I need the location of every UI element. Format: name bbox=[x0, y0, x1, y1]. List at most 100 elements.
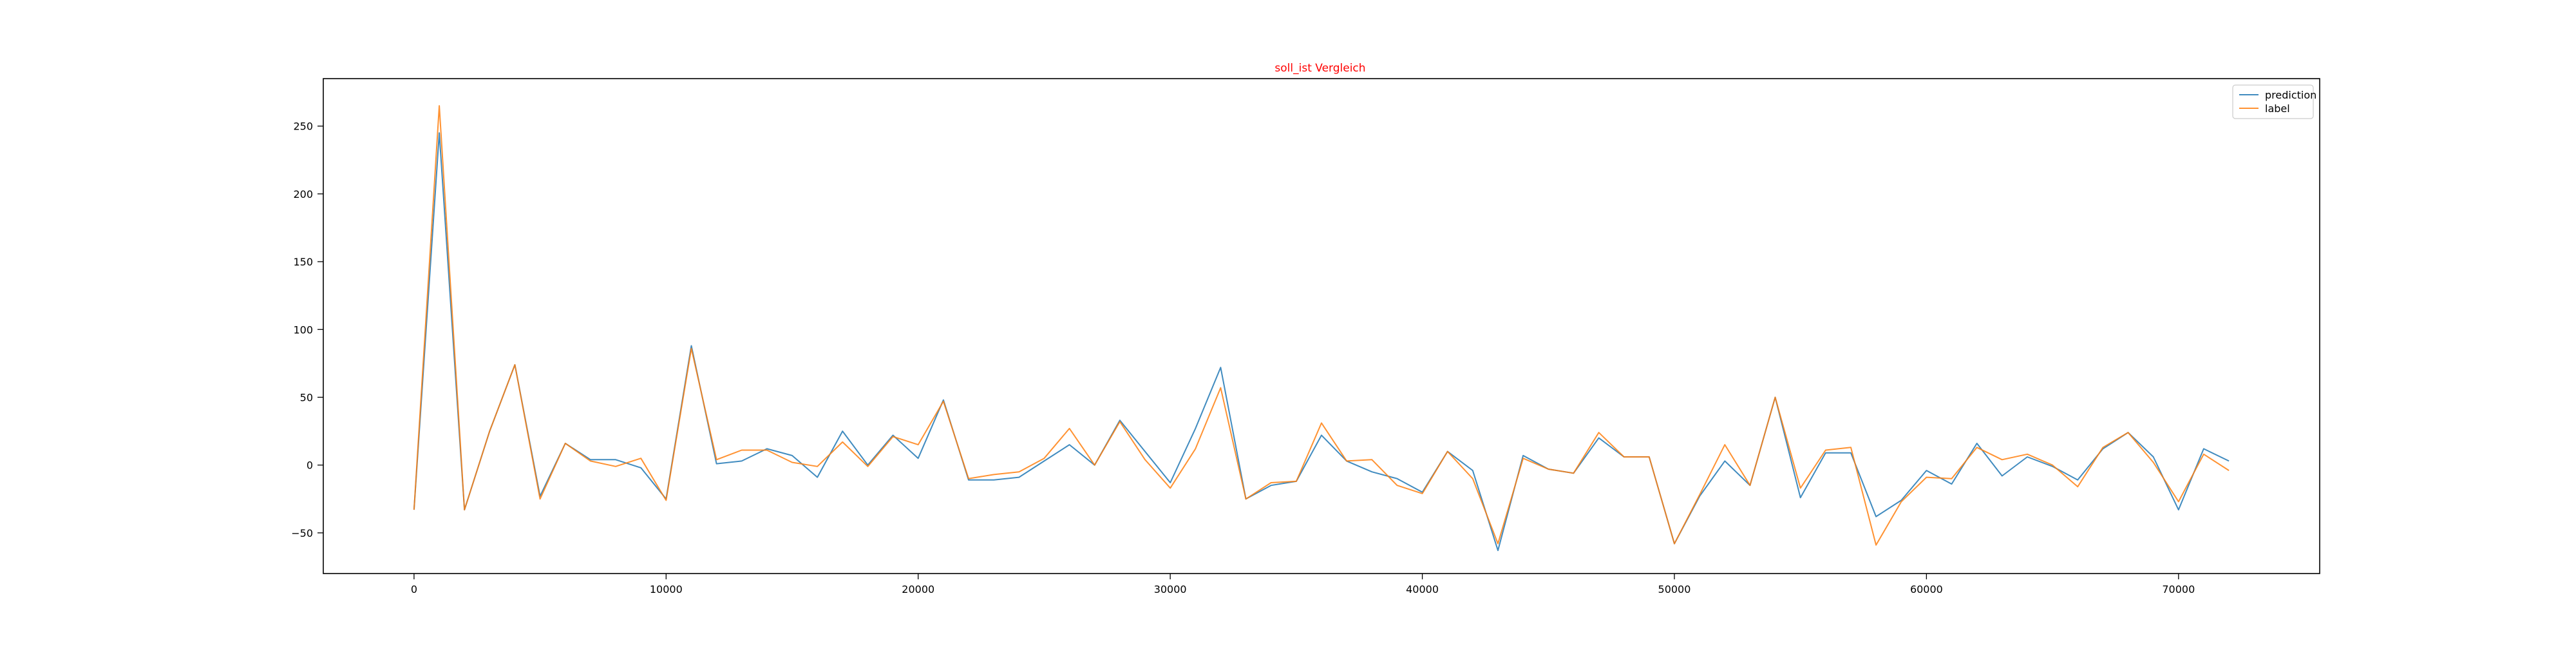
legend-label-prediction: prediction bbox=[2265, 89, 2316, 101]
data-point-label bbox=[463, 508, 466, 512]
legend-box bbox=[2232, 84, 2314, 119]
data-point-label bbox=[1774, 396, 1777, 399]
data-point-label bbox=[2101, 446, 2105, 449]
y-tick-label: 250 bbox=[293, 121, 313, 133]
data-point-prediction bbox=[1068, 443, 1071, 447]
data-point-prediction bbox=[2152, 456, 2155, 459]
data-point-label bbox=[690, 347, 693, 350]
y-tick-label: 100 bbox=[293, 324, 313, 336]
y-axis: −50 0 50 100 150 200 250 bbox=[291, 121, 323, 539]
data-point-label bbox=[1294, 479, 1298, 483]
data-point-label bbox=[1194, 447, 1197, 450]
data-point-label bbox=[513, 363, 516, 366]
series-line-label bbox=[413, 105, 2230, 546]
x-tick-label: 20000 bbox=[902, 583, 934, 595]
data-point-label bbox=[765, 449, 768, 452]
data-point-label bbox=[1622, 456, 1625, 459]
data-point-label bbox=[1672, 542, 1676, 545]
data-point-label bbox=[992, 473, 996, 476]
data-point-prediction bbox=[1925, 469, 1928, 472]
data-point-prediction bbox=[992, 478, 996, 481]
data-point-prediction bbox=[1219, 366, 1222, 369]
data-point-prediction bbox=[2000, 474, 2003, 478]
data-point-prediction bbox=[740, 459, 743, 463]
data-point-label bbox=[1471, 477, 1474, 480]
data-point-prediction bbox=[1370, 470, 1374, 474]
data-point-label bbox=[1572, 472, 1575, 475]
data-point-label bbox=[740, 449, 743, 452]
data-point-label bbox=[665, 499, 668, 502]
data-point-label bbox=[967, 477, 971, 480]
x-tick-label: 60000 bbox=[1910, 583, 1943, 595]
data-point-label bbox=[614, 465, 618, 468]
data-point-label bbox=[589, 459, 592, 463]
data-point-prediction bbox=[639, 466, 643, 469]
data-point-label bbox=[1169, 487, 1172, 490]
data-point-prediction bbox=[1950, 483, 1953, 486]
data-point-label bbox=[564, 442, 567, 445]
data-point-label bbox=[1849, 446, 1852, 449]
data-point-label bbox=[1496, 542, 1499, 545]
data-point-prediction bbox=[1169, 481, 1172, 485]
data-point-label bbox=[791, 461, 794, 464]
data-point-label bbox=[2025, 452, 2029, 456]
data-point-label bbox=[1597, 431, 1600, 434]
data-point-prediction bbox=[841, 430, 844, 433]
data-point-prediction bbox=[1875, 515, 1878, 518]
data-point-label bbox=[1547, 467, 1550, 470]
data-point-label bbox=[715, 458, 718, 461]
data-point-prediction bbox=[2202, 447, 2205, 450]
legend-label-label: label bbox=[2265, 102, 2290, 115]
data-point-label bbox=[1345, 459, 1349, 463]
data-point-label bbox=[1219, 386, 1222, 389]
data-point-label bbox=[1446, 450, 1449, 453]
data-point-prediction bbox=[2076, 478, 2079, 481]
data-point-prediction bbox=[816, 476, 819, 479]
data-point-label bbox=[1244, 497, 1247, 501]
data-point-label bbox=[1900, 500, 1903, 503]
data-point-label bbox=[1320, 421, 1323, 425]
data-point-label bbox=[841, 440, 844, 443]
data-point-label bbox=[1068, 427, 1071, 430]
data-point-label bbox=[942, 400, 945, 403]
data-point-label bbox=[1370, 458, 1374, 461]
data-point-prediction bbox=[791, 454, 794, 457]
data-point-prediction bbox=[916, 457, 920, 460]
data-point-label bbox=[1093, 463, 1096, 467]
data-point-label bbox=[916, 443, 920, 447]
data-point-label bbox=[891, 435, 895, 438]
data-point-label bbox=[2152, 461, 2155, 464]
y-tick-label: −50 bbox=[291, 527, 313, 539]
data-point-label bbox=[1396, 484, 1399, 487]
data-point-label bbox=[866, 465, 869, 468]
data-point-label bbox=[2000, 458, 2003, 461]
data-point-label bbox=[1824, 449, 1827, 452]
x-tick-label: 40000 bbox=[1406, 583, 1439, 595]
data-point-prediction bbox=[1975, 442, 1978, 445]
data-point-prediction bbox=[1320, 434, 1323, 437]
data-point-label bbox=[1799, 487, 1802, 490]
data-point-prediction bbox=[1597, 436, 1600, 439]
data-point-label bbox=[538, 497, 542, 501]
data-point-label bbox=[1421, 492, 1424, 495]
data-point-label bbox=[488, 430, 491, 433]
x-tick-label: 70000 bbox=[2162, 583, 2195, 595]
data-point-label bbox=[1118, 420, 1121, 423]
chart-title: soll_ist Vergleich bbox=[1274, 62, 1365, 75]
y-tick-label: 0 bbox=[307, 459, 313, 472]
x-tick-label: 30000 bbox=[1154, 583, 1187, 595]
series-prediction bbox=[413, 132, 2231, 552]
data-point-prediction bbox=[1799, 496, 1802, 499]
data-point-label bbox=[2126, 431, 2130, 434]
data-point-label bbox=[2228, 469, 2231, 472]
data-point-prediction bbox=[2228, 459, 2231, 463]
data-point-prediction bbox=[2177, 508, 2180, 512]
data-point-label bbox=[1723, 443, 1727, 447]
data-point-label bbox=[2177, 500, 2180, 503]
y-tick-label: 50 bbox=[300, 391, 313, 403]
data-point-label bbox=[2076, 485, 2079, 488]
data-point-prediction bbox=[1496, 549, 1499, 552]
series-line-prediction bbox=[413, 132, 2230, 552]
plot-frame bbox=[323, 78, 2320, 574]
